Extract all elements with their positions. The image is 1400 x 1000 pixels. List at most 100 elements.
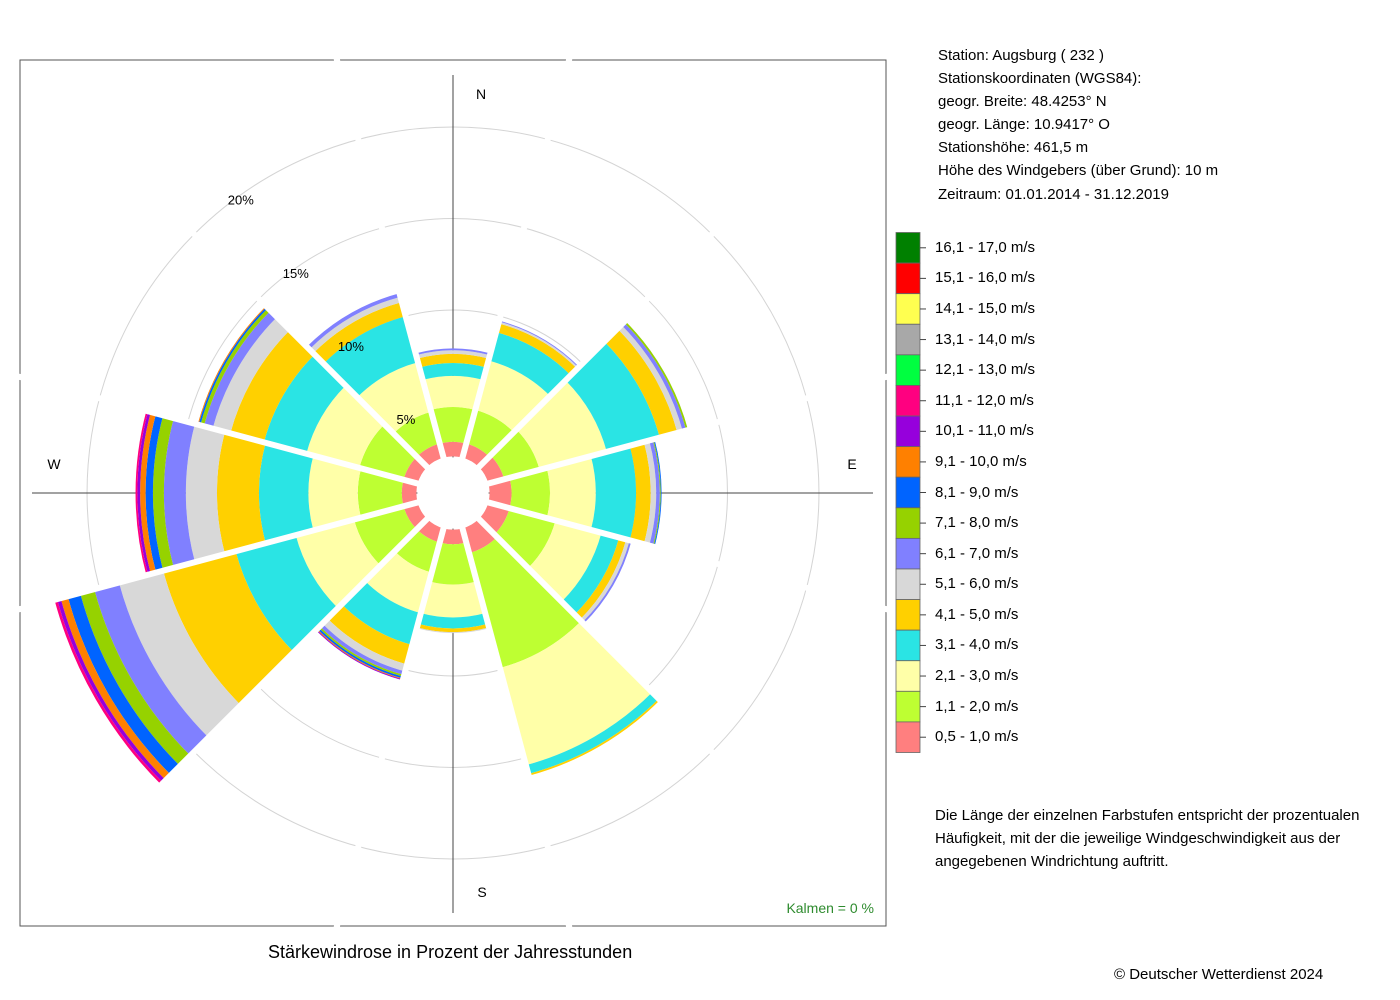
sector-band [145,413,164,573]
sector-band [488,477,512,509]
sector-gap [17,499,421,613]
sector-band [152,415,174,571]
sector-band [327,604,413,665]
sector-gap [475,172,774,471]
sector-0 [415,348,491,458]
sector-band [323,316,418,398]
sector-gap [132,172,431,471]
sector-band [163,418,195,568]
sector-band [212,317,290,434]
sector-band [416,627,490,633]
center-circle [417,457,489,529]
station-info: Station: Augsburg ( 232 ) Stationskoordi… [938,44,1218,206]
legend-label: 12,1 - 13,0 m/s [935,361,1036,379]
sector-band [643,440,657,546]
sector-band [60,596,171,781]
sector-band [313,302,406,364]
sector-band [509,467,550,519]
sector-band [494,508,556,569]
legend-label: 15,1 - 16,0 m/s [935,269,1036,287]
sector-band [574,537,627,620]
sector-band [341,580,421,645]
sector-band [579,539,630,623]
sector-band [67,592,180,776]
sector-band [306,293,401,350]
sector-band [546,456,596,530]
sector-300 [197,306,428,484]
chart-title: Stärkewindrose in Prozent der Jahresstun… [268,942,633,962]
sector-180 [416,528,490,633]
legend-swatch [895,507,921,539]
direction-label-n: N [476,86,486,102]
sector-band [419,363,487,380]
sector-band [430,407,476,444]
legend-label: 1,1 - 2,0 m/s [935,697,1019,715]
sector-band [617,324,683,433]
sector-band [357,468,404,518]
sector-band [80,589,191,767]
legend-label: 14,1 - 15,0 m/s [935,299,1036,317]
sector-band [604,328,678,438]
sector-band [359,424,417,480]
sector-band [417,623,489,633]
sector-band [308,455,362,531]
sector-band [561,532,620,615]
latitude: geogr. Breite: 48.4253° N [938,93,1107,111]
sector-band [439,528,467,545]
sector-band [137,411,151,575]
legend-swatch [895,385,921,417]
sector-band [490,429,540,480]
copyright: © Deutscher Wetterdienst 2024 [1114,966,1324,983]
sector-band [469,536,582,668]
sector-gap [459,525,573,929]
legend-swatch [895,599,921,631]
ring-label-5: 5% [397,412,416,427]
legend-label: 5,1 - 6,0 m/s [935,575,1019,593]
legend-swatch [895,232,921,264]
sector-band [263,354,346,454]
legend-swatch [895,629,921,662]
legend-swatch [895,415,921,448]
sector-band [653,439,662,547]
sector-band [462,518,497,554]
legend-swatch [895,660,921,692]
sector-band [140,412,157,574]
sector-band [415,348,491,356]
sector-band [429,542,477,585]
sector-band [163,551,294,706]
direction-label-s: S [477,884,486,900]
sector-120 [478,502,632,624]
plot-frame [19,59,887,927]
sector-90 [488,439,662,547]
sector-band [401,479,418,507]
legend-swatch [895,323,921,356]
ring-label-10: 10% [338,339,364,354]
sector-band [629,441,651,545]
sector-band [354,506,417,566]
sector-band [417,353,489,368]
sector-60 [478,320,689,484]
ring-label-15: 15% [283,266,309,281]
sector-band [528,520,602,602]
sector-gap [333,57,447,461]
sector-band [422,375,484,410]
period: Zeitraum: 01.01.2014 - 31.12.2019 [938,185,1169,203]
sector-band [649,439,660,547]
sector-band [417,613,489,629]
legend-swatch [895,354,921,386]
sector-band [525,692,659,775]
direction-label-e: E [847,456,856,472]
direction-label-w: W [47,456,61,472]
station-name: Station: Augsburg ( 232 ) [938,47,1104,64]
legend [895,232,926,753]
sector-band [420,581,486,618]
legend-swatch [895,293,921,325]
sector-band [621,322,687,432]
legend-label: 7,1 - 8,0 m/s [935,514,1019,532]
legend-label: 11,1 - 12,0 m/s [935,391,1034,409]
sector-band [185,423,226,563]
legend-label: 0,5 - 1,0 m/s [935,728,1019,746]
legend-swatch [895,721,921,753]
sector-band [516,380,607,470]
